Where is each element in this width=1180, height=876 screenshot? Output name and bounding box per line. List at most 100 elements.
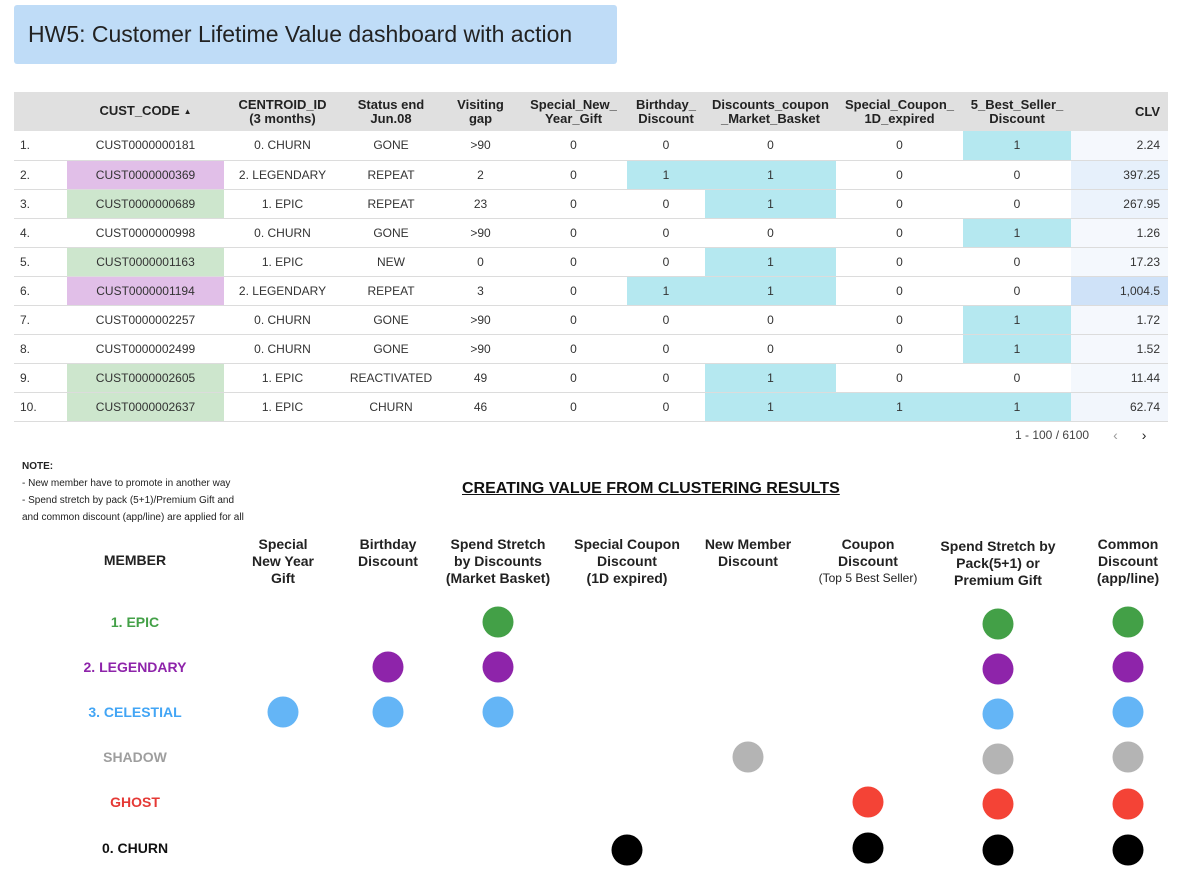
visiting-gap-cell: 46 (473, 399, 488, 414)
table-row[interactable]: 10. CUST0000002637 1. EPIC CHURN 46 0 0 1 1 1 62.7… (14, 392, 1168, 421)
action-dot-marker (1112, 788, 1144, 820)
birthday-discount-cell: 1 (627, 160, 705, 189)
best-seller-cell: 1 (963, 392, 1071, 421)
column-header[interactable]: Special_Coupon_ 1D_expired (836, 92, 963, 131)
market-basket-cell: 1 (705, 189, 836, 218)
action-dot-marker (982, 743, 1014, 775)
market-basket-cell: 0 (767, 312, 774, 327)
column-header-label: CENTROID_ID (3 months) (238, 96, 327, 126)
best-seller-cell: 0 (1013, 370, 1021, 385)
market-basket-cell: 1 (705, 247, 836, 276)
special-coupon-cell: 0 (896, 196, 903, 211)
table-row[interactable]: 3. CUST0000000689 1. EPIC REPEAT 23 0 0 1 0 0 267.… (14, 189, 1168, 218)
column-header[interactable]: Birthday_ Discount (627, 92, 705, 131)
birthday-discount-cell: 0 (662, 196, 670, 211)
table-row[interactable]: 6. CUST0000001194 2. LEGENDARY REPEAT 3 0 1 1 0 0… (14, 276, 1168, 305)
status-cell: GONE (373, 312, 409, 327)
clv-cell: 1,004.5 (1071, 276, 1168, 305)
action-column-header: Spend Stretch by Pack(5+1) or Premium Gi… (940, 538, 1055, 589)
market-basket-cell: 0 (767, 341, 774, 356)
action-dot-marker (372, 696, 404, 728)
sort-ascending-icon[interactable]: ▲ (183, 106, 192, 116)
action-dot-marker (1112, 651, 1144, 683)
market-basket-cell: 0 (767, 225, 774, 240)
birthday-discount-cell: 0 (662, 254, 670, 269)
best-seller-cell: 0 (1013, 283, 1021, 298)
special-coupon-cell: 0 (896, 283, 903, 298)
best-seller-cell: 1 (963, 131, 1071, 160)
action-dot-marker (982, 608, 1014, 640)
column-header[interactable]: Visiting gap (441, 92, 520, 131)
special-coupon-cell: 0 (896, 167, 903, 182)
cust-code-cell: CUST0000001163 (67, 247, 224, 276)
table-row[interactable]: 4. CUST0000000998 0. CHURN GONE >90 0 0 0 0 1 1.26 (14, 218, 1168, 247)
clv-cell: 1.52 (1071, 334, 1168, 363)
status-cell: REPEAT (367, 283, 415, 298)
clv-cell: 17.23 (1071, 247, 1168, 276)
row-number: 8. (20, 341, 31, 356)
new-year-gift-cell: 0 (570, 399, 577, 414)
clv-cell: 11.44 (1071, 363, 1168, 392)
action-column-header: Common Discount (app/line) (1097, 536, 1159, 587)
special-coupon-cell: 0 (896, 370, 903, 385)
prev-page-icon[interactable]: ‹ (1113, 427, 1118, 443)
member-label: 3. CELESTIAL (88, 704, 182, 720)
dashboard-title: HW5: Customer Lifetime Value dashboard w… (14, 5, 617, 64)
birthday-discount-cell: 0 (662, 138, 670, 153)
section-title: CREATING VALUE FROM CLUSTERING RESULTS (462, 480, 840, 497)
action-dot-marker (732, 741, 764, 773)
centroid-cell: 1. EPIC (261, 399, 304, 414)
action-column-header: Special Coupon Discount (1D expired) (574, 536, 680, 587)
column-header[interactable] (14, 92, 67, 131)
column-header[interactable]: 5_Best_Seller_ Discount (963, 92, 1071, 131)
note-block: NOTE: - New member have to promote in an… (22, 458, 244, 526)
clv-cell: 267.95 (1071, 189, 1168, 218)
table-row[interactable]: 8. CUST0000002499 0. CHURN GONE >90 0 0 0 0 1 1.52 (14, 334, 1168, 363)
column-header[interactable]: CLV (1071, 92, 1168, 131)
column-header[interactable]: Status end Jun.08 (341, 92, 441, 131)
action-column-label: Special New Year Gift (251, 536, 315, 586)
note-line: - Spend stretch by pack (5+1)/Premium Gi… (22, 495, 235, 506)
column-header[interactable]: CENTROID_ID (3 months) (224, 92, 341, 131)
action-dot-marker (982, 698, 1014, 730)
column-header-label: Special_Coupon_ 1D_expired (844, 96, 955, 126)
action-column-header: Birthday Discount (358, 536, 418, 570)
visiting-gap-cell: >90 (470, 341, 491, 356)
column-header-label: Status end Jun.08 (357, 96, 425, 126)
column-header[interactable]: Discounts_coupon _Market_Basket (705, 92, 836, 131)
action-dot-marker (482, 696, 514, 728)
table-row[interactable]: 9. CUST0000002605 1. EPIC REACTIVATED 49 0 0 1 0… (14, 363, 1168, 392)
table-row[interactable]: 5. CUST0000001163 1. EPIC NEW 0 0 0 1 0 0 17.23 (14, 247, 1168, 276)
status-cell: GONE (373, 225, 409, 240)
table-row[interactable]: 1. CUST0000000181 0. CHURN GONE >90 0 0 0 0 1 2.24 (14, 131, 1168, 160)
member-label: GHOST (110, 794, 160, 810)
action-dot-marker (482, 651, 514, 683)
centroid-cell: 2. LEGENDARY (238, 167, 327, 182)
action-dot-marker (1112, 741, 1144, 773)
cust-code-cell: CUST0000002499 (67, 334, 224, 363)
birthday-discount-cell: 1 (627, 276, 705, 305)
row-number: 10. (20, 399, 37, 414)
visiting-gap-cell: 2 (477, 167, 484, 182)
column-header[interactable]: CUST_CODE ▲ (67, 92, 224, 131)
table-row[interactable]: 7. CUST0000002257 0. CHURN GONE >90 0 0 0 0 1 1.72 (14, 305, 1168, 334)
centroid-cell: 0. CHURN (254, 312, 311, 327)
next-page-icon[interactable]: › (1141, 427, 1147, 443)
special-coupon-cell: 0 (896, 254, 903, 269)
column-header-label: Birthday_ Discount (636, 96, 696, 126)
centroid-cell: 0. CHURN (254, 138, 311, 153)
status-cell: REPEAT (367, 167, 415, 182)
action-dot-marker (482, 606, 514, 638)
action-column-sublabel: (Top 5 Best Seller) (818, 571, 918, 585)
cust-code-cell: CUST0000000181 (67, 131, 224, 160)
action-column-label: Spend Stretch by Pack(5+1) or Premium Gi… (940, 538, 1056, 588)
centroid-cell: 2. LEGENDARY (238, 283, 327, 298)
column-header[interactable]: Special_New_ Year_Gift (520, 92, 627, 131)
best-seller-cell: 0 (1013, 167, 1021, 182)
action-dot-marker (982, 788, 1014, 820)
action-dot-marker (982, 834, 1014, 866)
action-dot-marker (852, 786, 884, 818)
action-dot-marker (982, 653, 1014, 685)
table-row[interactable]: 2. CUST0000000369 2. LEGENDARY REPEAT 2 0 1 1 0 0… (14, 160, 1168, 189)
special-coupon-cell: 0 (896, 341, 903, 356)
